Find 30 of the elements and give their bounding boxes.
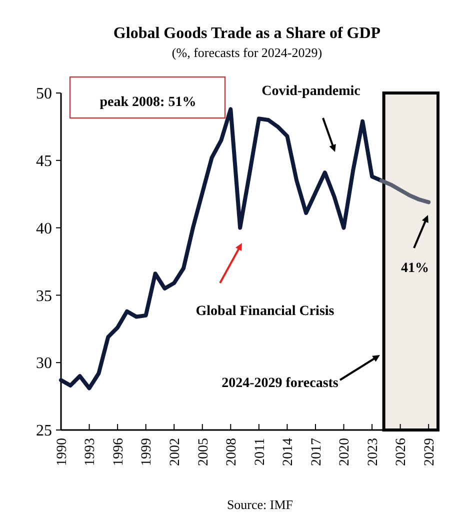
x-tick-label: 2020 bbox=[338, 438, 353, 466]
y-tick-label: 30 bbox=[36, 355, 52, 372]
y-tick-label: 50 bbox=[36, 86, 52, 103]
x-tick-label: 2026 bbox=[394, 438, 410, 466]
x-tick-label: 2029 bbox=[422, 438, 438, 466]
annotation: 2024-2029 forecasts bbox=[222, 376, 339, 392]
y-tick-label: 35 bbox=[36, 288, 52, 305]
annotation: Covid-pandemic bbox=[262, 84, 360, 100]
annotation: peak 2008: 51% bbox=[100, 95, 196, 110]
y-tick-label: 25 bbox=[36, 422, 52, 440]
annotation: 41% bbox=[401, 261, 429, 276]
line-series bbox=[379, 178, 431, 204]
annotation: Global Financial Crisis bbox=[196, 304, 335, 320]
x-tick-label: 1993 bbox=[83, 438, 98, 466]
x-tick-label: 2008 bbox=[224, 438, 240, 466]
x-tick-label: 2023 bbox=[366, 438, 381, 466]
x-tick-label: 2002 bbox=[168, 438, 183, 466]
y-tick-label: 40 bbox=[36, 220, 52, 238]
x-tick-label: 2005 bbox=[196, 438, 212, 466]
line-series bbox=[59, 107, 384, 390]
y-tick-label: 45 bbox=[36, 153, 52, 170]
x-tick-label: 1990 bbox=[54, 438, 70, 466]
x-tick-label: 1996 bbox=[111, 438, 126, 466]
x-tick-label: 2017 bbox=[309, 438, 324, 466]
source-note: Source: IMF bbox=[226, 496, 294, 512]
chart-subtitle: (%, forecasts for 2024-2029) bbox=[172, 45, 322, 60]
x-tick-label: 1999 bbox=[140, 438, 155, 466]
x-tick-label: 2011 bbox=[252, 438, 268, 466]
x-tick-label: 2014 bbox=[281, 438, 296, 466]
chart-title: Global Goods Trade as a Share of GDP bbox=[113, 25, 381, 42]
